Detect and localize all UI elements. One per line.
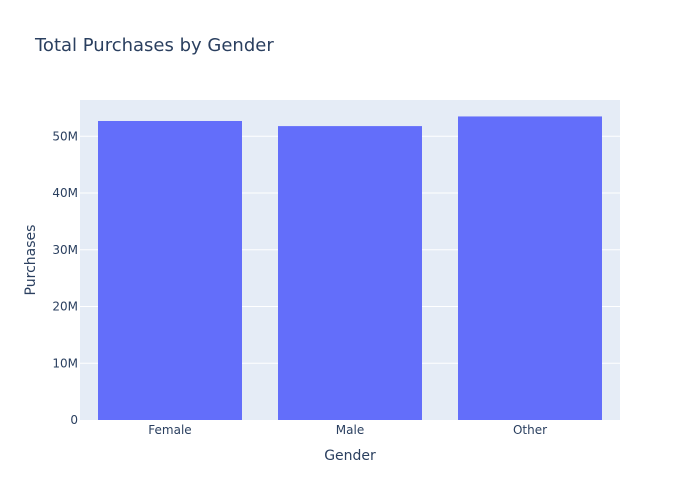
bar-female[interactable]	[98, 120, 242, 420]
y-tick-label: 0	[70, 413, 78, 427]
bar-other[interactable]	[458, 116, 602, 420]
y-tick-label: 30M	[52, 243, 78, 257]
x-tick-label: Other	[513, 423, 547, 437]
bars	[98, 116, 602, 420]
x-axis-title: Gender	[324, 448, 376, 464]
x-tick-labels: Female Male Other	[148, 423, 547, 437]
y-tick-label: 50M	[52, 129, 78, 143]
bar-male[interactable]	[278, 126, 422, 420]
y-tick-label: 40M	[52, 186, 78, 200]
chart-title: Total Purchases by Gender	[34, 35, 274, 56]
y-tick-labels: 0 10M 20M 30M 40M 50M	[52, 129, 78, 427]
y-tick-label: 20M	[52, 300, 78, 314]
x-tick-label: Female	[148, 423, 191, 437]
x-tick-label: Male	[336, 423, 364, 437]
y-axis-title: Purchases	[23, 225, 39, 296]
y-tick-label: 10M	[52, 356, 78, 370]
